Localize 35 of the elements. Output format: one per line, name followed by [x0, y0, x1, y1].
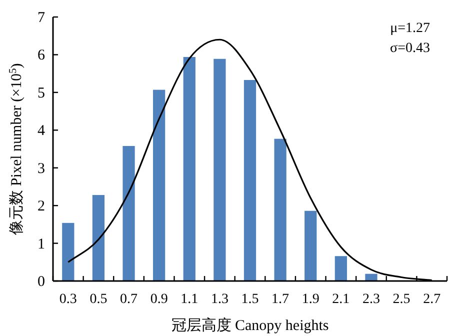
bar	[304, 210, 317, 281]
x-tick-label: 1.5	[241, 292, 259, 307]
x-tick-label: 2.5	[392, 292, 410, 307]
y-tick-label: 5	[38, 85, 45, 102]
x-tick-label: 1.7	[272, 292, 290, 307]
x-tick-label: 1.3	[210, 292, 228, 307]
bar	[334, 256, 347, 281]
x-tick-label: 0.5	[90, 292, 108, 307]
x-tick-label: 2.3	[362, 292, 380, 307]
bar	[244, 80, 256, 281]
x-tick-label: 2.7	[423, 292, 441, 307]
annotation: μ=1.27	[390, 21, 430, 36]
y-tick-label: 7	[38, 10, 46, 26]
x-tick-label: 0.3	[59, 292, 77, 307]
y-tick-label: 1	[38, 236, 45, 252]
x-tick-label: 1.9	[302, 292, 320, 307]
x-tick-label: 1.1	[180, 292, 198, 307]
y-tick-label: 3	[38, 160, 45, 177]
annotation: σ=0.43	[390, 41, 430, 56]
x-tick-label: 0.9	[150, 292, 168, 307]
bar	[153, 90, 166, 281]
y-tick-label: 2	[38, 198, 45, 215]
bar	[92, 195, 105, 281]
x-tick-label: 2.1	[332, 292, 350, 307]
y-tick-label: 6	[38, 48, 46, 64]
bar	[274, 138, 286, 281]
x-axis-title: 冠层高度 Canopy heights	[171, 317, 329, 334]
bar	[122, 146, 135, 281]
bar	[183, 56, 196, 281]
x-tick-label: 0.7	[120, 292, 138, 307]
bar	[214, 58, 226, 281]
y-tick-label: 4	[38, 123, 46, 140]
y-tick-label: 0	[38, 274, 45, 290]
bar	[62, 222, 74, 281]
bar	[365, 274, 378, 281]
